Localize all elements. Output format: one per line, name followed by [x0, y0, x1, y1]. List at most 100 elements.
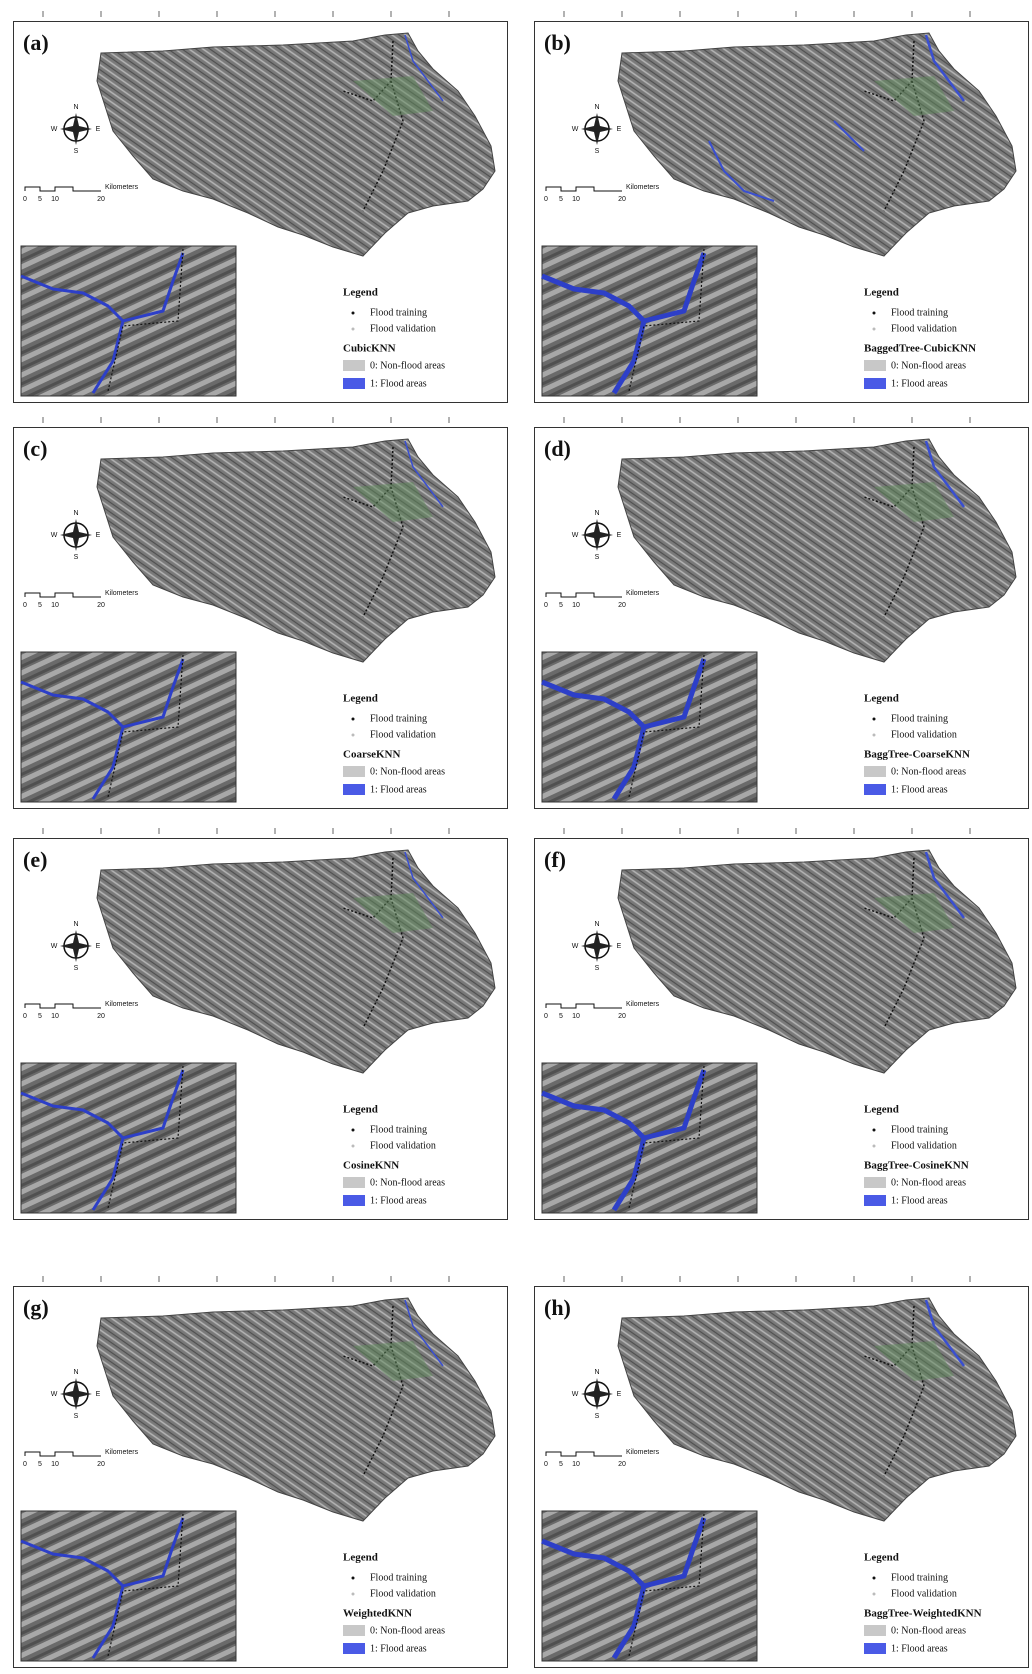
legend-validation-symbol — [352, 328, 355, 331]
scale-label: 5 — [559, 1461, 563, 1468]
scale-label: 10 — [51, 1013, 59, 1020]
compass-letter: S — [74, 1413, 79, 1420]
compass-letter: W — [572, 532, 579, 539]
legend-nonflood: 0: Non-flood areas — [370, 1625, 445, 1636]
legend-validation: Flood validation — [370, 1140, 436, 1151]
legend-nonflood: 0: Non-flood areas — [370, 1177, 445, 1188]
legend-validation: Flood validation — [370, 729, 436, 740]
compass-letter: N — [594, 104, 599, 111]
scale-label: 0 — [544, 196, 548, 203]
compass-letter: N — [73, 1369, 78, 1376]
legend-training: Flood training — [891, 1572, 948, 1583]
compass-letter: N — [73, 921, 78, 928]
legend-title: Legend — [343, 693, 378, 705]
legend-model: CosineKNN — [343, 1160, 399, 1172]
legend-flood-swatch — [864, 1643, 886, 1654]
legend-training: Flood training — [370, 307, 427, 318]
legend-training-symbol — [873, 312, 876, 315]
map-panel: (e)NESW051020KilometersLegendFlood train… — [14, 828, 508, 1220]
legend-training-symbol — [873, 718, 876, 721]
scale-label: 0 — [23, 1013, 27, 1020]
legend-training: Flood training — [891, 1124, 948, 1135]
compass-letter: W — [572, 126, 579, 133]
scale-label: 5 — [559, 196, 563, 203]
legend-validation-symbol — [873, 1145, 876, 1148]
legend-flood: 1: Flood areas — [891, 1195, 948, 1206]
compass-letter: E — [96, 1391, 101, 1398]
legend-training-symbol — [352, 718, 355, 721]
legend-nonflood: 0: Non-flood areas — [891, 1625, 966, 1636]
scale-label: 20 — [97, 602, 105, 609]
scale-unit: Kilometers — [626, 1001, 660, 1008]
legend-validation: Flood validation — [891, 1140, 957, 1151]
legend-flood-swatch — [864, 378, 886, 389]
compass-letter: N — [594, 510, 599, 517]
legend-training-symbol — [873, 1577, 876, 1580]
legend-validation: Flood validation — [891, 729, 957, 740]
compass-letter: E — [617, 532, 622, 539]
legend-validation-symbol — [352, 1593, 355, 1596]
scale-label: 10 — [572, 196, 580, 203]
legend-title: Legend — [864, 287, 899, 299]
scale-label: 20 — [618, 1013, 626, 1020]
legend-flood-swatch — [343, 784, 365, 795]
panel-label: (g) — [23, 1295, 49, 1320]
figure: (a)NESW051020KilometersLegendFlood train… — [0, 0, 1032, 1674]
compass-letter: E — [96, 532, 101, 539]
compass-letter: S — [74, 554, 79, 561]
legend-training: Flood training — [370, 1124, 427, 1135]
scale-label: 10 — [572, 1013, 580, 1020]
compass-letter: S — [595, 148, 600, 155]
scale-label: 0 — [23, 602, 27, 609]
panel-label: (c) — [23, 436, 47, 461]
legend-nonflood-swatch — [343, 1177, 365, 1188]
legend-flood: 1: Flood areas — [891, 784, 948, 795]
scale-unit: Kilometers — [626, 1449, 660, 1456]
scale-label: 5 — [38, 196, 42, 203]
compass-letter: E — [617, 1391, 622, 1398]
compass-letter: E — [96, 126, 101, 133]
scale-label: 10 — [51, 1461, 59, 1468]
legend-nonflood-swatch — [343, 766, 365, 777]
legend-nonflood: 0: Non-flood areas — [370, 360, 445, 371]
legend-nonflood-swatch — [864, 766, 886, 777]
compass-letter: N — [594, 1369, 599, 1376]
panel-label: (a) — [23, 30, 49, 55]
legend-training: Flood training — [370, 1572, 427, 1583]
scale-label: 0 — [544, 602, 548, 609]
scale-label: 10 — [51, 196, 59, 203]
legend-training: Flood training — [891, 307, 948, 318]
scale-unit: Kilometers — [105, 1449, 139, 1456]
legend-flood: 1: Flood areas — [891, 378, 948, 389]
compass-letter: W — [572, 1391, 579, 1398]
compass-letter: S — [595, 554, 600, 561]
map-panel: (g)NESW051020KilometersLegendFlood train… — [14, 1276, 508, 1668]
map-panel: (d)NESW051020KilometersLegendFlood train… — [535, 417, 1029, 809]
legend-title: Legend — [864, 1104, 899, 1116]
scale-label: 20 — [618, 196, 626, 203]
legend-validation-symbol — [873, 1593, 876, 1596]
legend-training: Flood training — [370, 713, 427, 724]
compass-letter: E — [96, 943, 101, 950]
compass-letter: S — [595, 1413, 600, 1420]
legend-nonflood-swatch — [343, 1625, 365, 1636]
legend-flood: 1: Flood areas — [891, 1643, 948, 1654]
scale-label: 5 — [38, 1013, 42, 1020]
scale-label: 20 — [618, 602, 626, 609]
legend-training-symbol — [352, 1129, 355, 1132]
legend-model: CubicKNN — [343, 343, 396, 355]
compass-letter: W — [51, 532, 58, 539]
legend-title: Legend — [864, 1552, 899, 1564]
compass-letter: W — [572, 943, 579, 950]
scale-label: 20 — [97, 196, 105, 203]
scale-label: 10 — [572, 602, 580, 609]
scale-unit: Kilometers — [105, 590, 139, 597]
legend-model: CoarseKNN — [343, 749, 400, 761]
scale-unit: Kilometers — [626, 590, 660, 597]
compass-letter: S — [74, 965, 79, 972]
legend-training: Flood training — [891, 713, 948, 724]
map-panel: (f)NESW051020KilometersLegendFlood train… — [535, 828, 1029, 1220]
compass-letter: E — [617, 943, 622, 950]
scale-unit: Kilometers — [105, 1001, 139, 1008]
